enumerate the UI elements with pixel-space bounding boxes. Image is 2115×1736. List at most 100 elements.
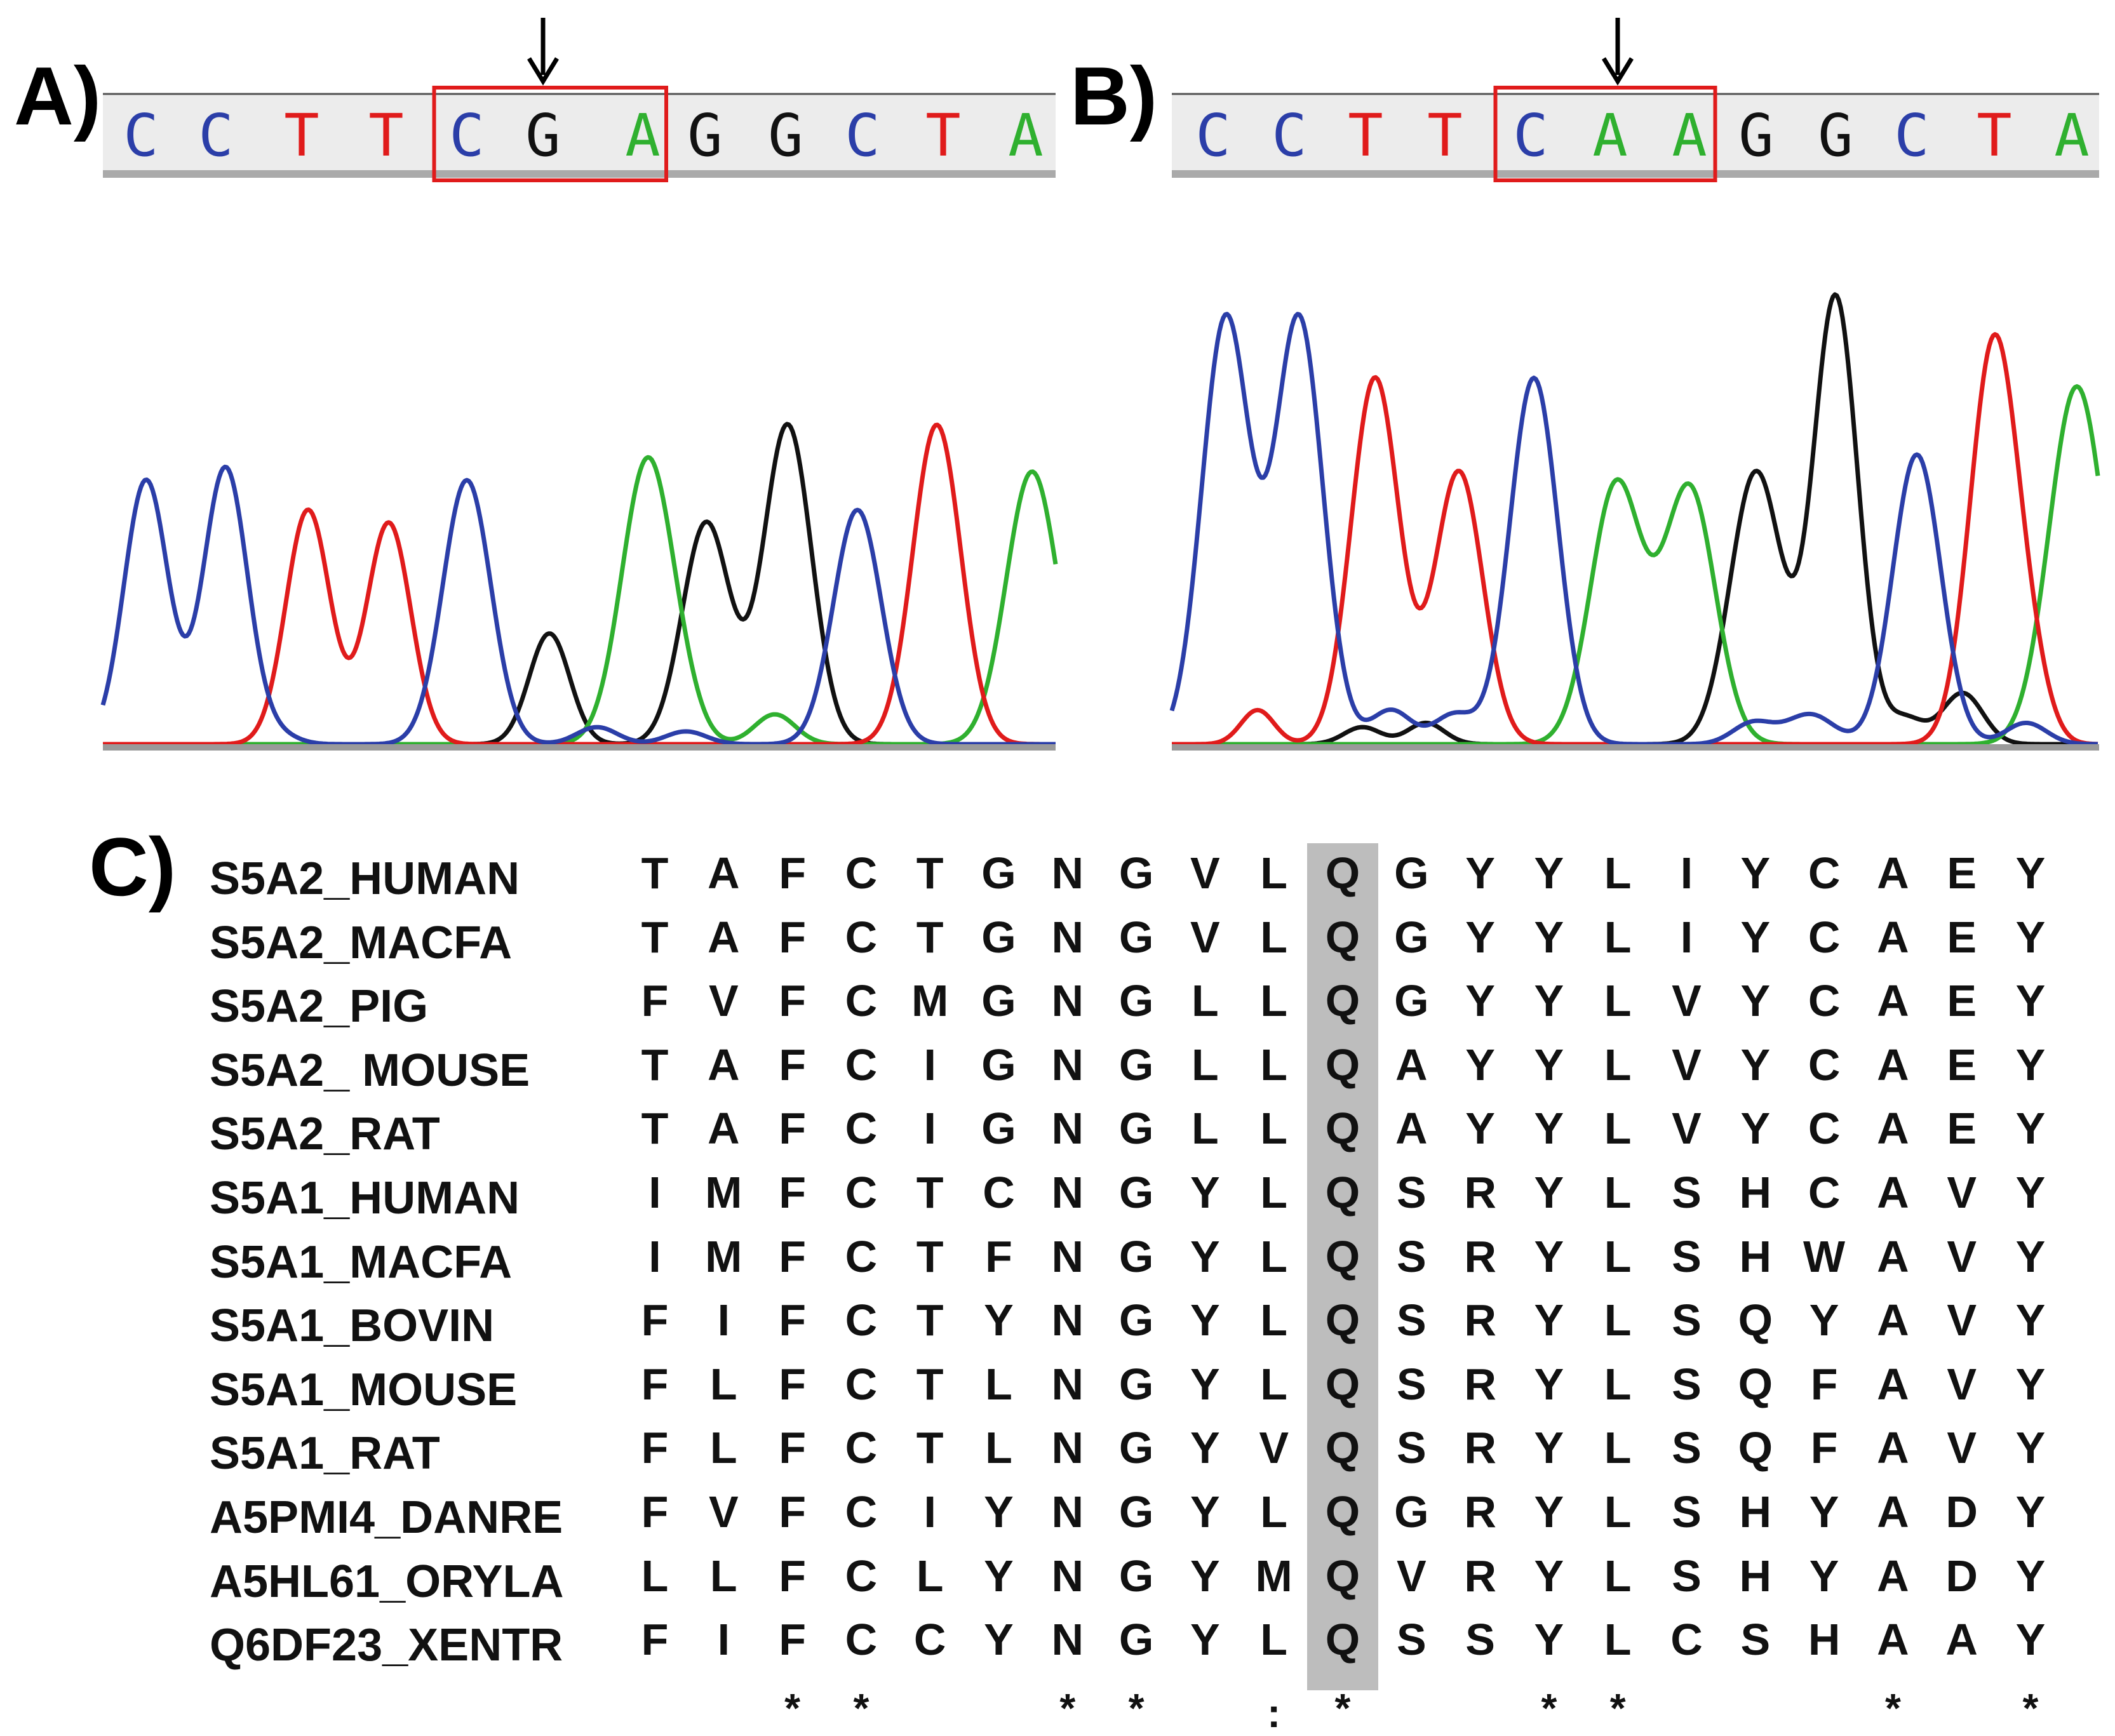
residue: N [1051, 1359, 1084, 1409]
residue: Y [984, 1295, 1014, 1345]
conservation-mark: * [1541, 1685, 1557, 1731]
residue: H [1739, 1231, 1772, 1281]
residue: H [1808, 1615, 1841, 1665]
residue: F [779, 912, 806, 962]
residue: Q [1325, 1231, 1360, 1281]
residue: S [1672, 1551, 1702, 1601]
residue: T [641, 848, 669, 898]
residue: Y [2015, 1168, 2046, 1217]
species-name: S5A2_HUMAN [210, 853, 520, 904]
residue: Y [1190, 1423, 1220, 1473]
residue: F [779, 1168, 806, 1217]
residue: C [913, 1615, 946, 1665]
residue: A [1877, 1423, 1909, 1473]
sequence-strip-b [1172, 93, 2099, 171]
residue: C [845, 848, 878, 898]
residue: A [1877, 1231, 1909, 1281]
arrow-head-b [1602, 57, 1634, 86]
residue: L [1604, 976, 1632, 1026]
species-name: S5A1_HUMAN [210, 1173, 520, 1224]
residue: L [1604, 1295, 1632, 1345]
base-call-b-1: C [1272, 102, 1306, 170]
conservation-mark: * [784, 1685, 801, 1731]
residue: F [779, 1359, 806, 1409]
residue: C [845, 1423, 878, 1473]
residue: Y [1534, 1104, 1564, 1154]
residue: F [641, 1615, 669, 1665]
residue: Y [1534, 1039, 1564, 1090]
residue: Q [1738, 1423, 1773, 1473]
species-name: Q6DF23_XENTR [210, 1620, 563, 1671]
base-call-a-8: G [768, 102, 803, 170]
residue: C [845, 976, 878, 1026]
conservation-mark: * [2022, 1685, 2039, 1731]
base-call-a-11: A [1008, 102, 1043, 170]
residue: L [1260, 1231, 1288, 1281]
residue: Y [1190, 1551, 1220, 1601]
base-call-b-6: A [1672, 102, 1707, 170]
residue: Q [1325, 976, 1360, 1026]
residue: Q [1325, 1295, 1360, 1345]
residue: G [1118, 976, 1154, 1026]
residue: Y [1809, 1551, 1839, 1601]
residue: F [779, 1104, 806, 1154]
residue: Y [2015, 976, 2046, 1026]
residue: H [1739, 1551, 1772, 1601]
residue: A [1877, 1487, 1909, 1537]
residue: Y [1534, 912, 1564, 962]
residue: G [1394, 848, 1429, 898]
residue: R [1464, 1168, 1496, 1217]
residue: Y [1534, 1551, 1564, 1601]
base-call-a-5: G [525, 102, 560, 170]
residue: G [1118, 1487, 1154, 1537]
residue: G [1394, 1487, 1429, 1537]
residue: Q [1325, 1359, 1360, 1409]
conservation-mark: : [1267, 1690, 1281, 1736]
residue: G [1118, 1423, 1154, 1473]
residue: V [1947, 1359, 1977, 1409]
residue: T [916, 1423, 944, 1473]
residue: Y [1809, 1487, 1839, 1537]
residue: C [845, 1104, 878, 1154]
residue: L [1604, 1168, 1632, 1217]
residue: H [1739, 1487, 1772, 1537]
base-call-a-7: G [687, 102, 722, 170]
residue: G [1118, 1039, 1154, 1090]
residue: A [708, 1039, 740, 1090]
residue: Y [1534, 1423, 1564, 1473]
residue: T [916, 912, 944, 962]
residue: A [708, 912, 740, 962]
base-call-a-9: C [845, 102, 880, 170]
conservation-mark: * [1334, 1685, 1351, 1731]
residue: E [1947, 912, 1977, 962]
residue: L [916, 1551, 944, 1601]
residue: L [1604, 1231, 1632, 1281]
residue: L [1260, 1359, 1288, 1409]
residue: R [1464, 1423, 1496, 1473]
residue: G [1394, 912, 1429, 962]
residue: Y [1190, 1615, 1220, 1665]
residue: I [717, 1615, 730, 1665]
residue: Y [2015, 1359, 2046, 1409]
residue: L [1260, 912, 1288, 962]
base-call-a-0: C [123, 102, 158, 170]
residue: V [1947, 1295, 1977, 1345]
residue: Q [1325, 1104, 1360, 1154]
residue: V [1672, 1039, 1702, 1090]
residue: I [648, 1168, 661, 1217]
residue: Y [1740, 912, 1771, 962]
residue: I [648, 1231, 661, 1281]
residue: A [1877, 1359, 1909, 1409]
species-name: S5A1_MOUSE [210, 1364, 518, 1415]
base-call-b-0: C [1195, 102, 1230, 170]
base-call-b-8: G [1818, 102, 1853, 170]
residue: G [981, 848, 1016, 898]
residue: L [1260, 1104, 1288, 1154]
residue: F [779, 1615, 806, 1665]
residue: S [1396, 1231, 1427, 1281]
residue: S [1672, 1423, 1702, 1473]
residue: Y [1534, 1231, 1564, 1281]
residue: A [1395, 1104, 1428, 1154]
species-name: S5A2_ MOUSE [210, 1045, 530, 1096]
trace-baseline-b [1172, 744, 2099, 751]
